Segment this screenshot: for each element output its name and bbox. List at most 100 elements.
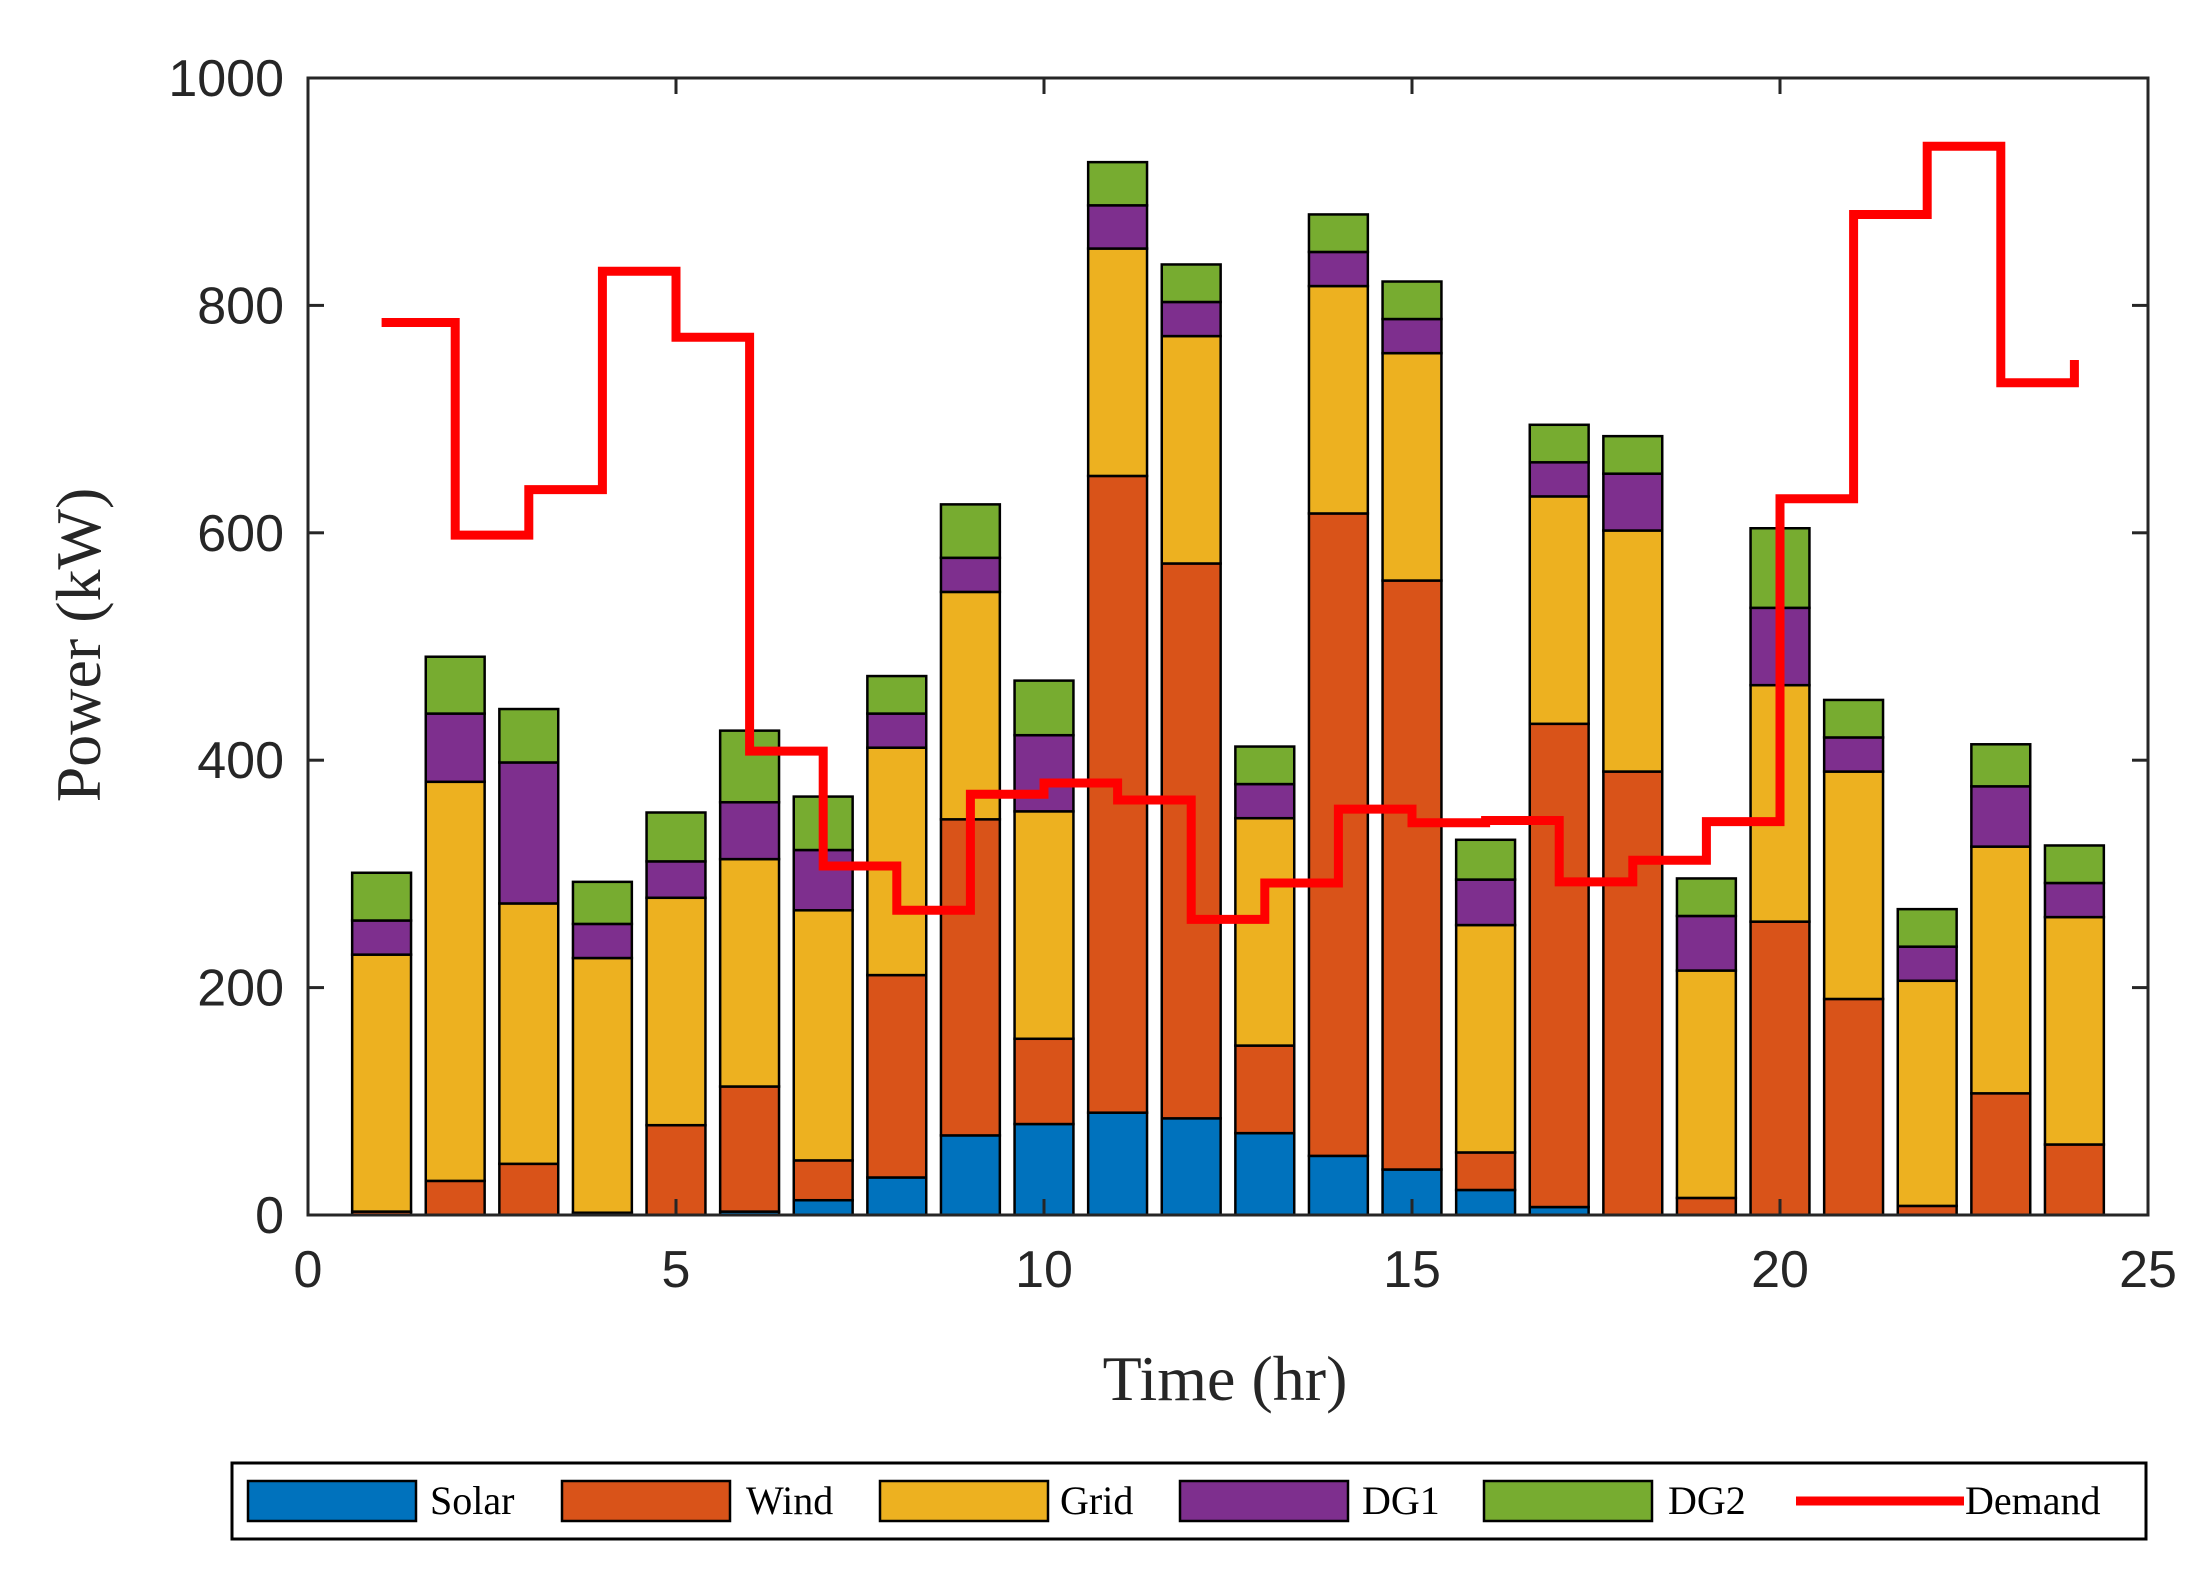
- bar-grid-8: [866, 746, 928, 977]
- bar-dg1-15: [1381, 317, 1443, 355]
- x-tick-label-15: 15: [1383, 1241, 1441, 1299]
- bar-wind-17: [1528, 722, 1590, 1209]
- bar-grid-1: [350, 953, 413, 1213]
- bars-layer: [350, 160, 2106, 1217]
- bar-dg2-22: [1896, 907, 1958, 948]
- bar-dg2-18: [1602, 434, 1664, 475]
- y-tick-label-1000: 1000: [168, 50, 284, 108]
- demand-line: [381, 141, 2079, 924]
- bar-dg1-5: [645, 860, 707, 900]
- bar-grid-23: [1970, 845, 2032, 1095]
- bar-grid-16: [1454, 923, 1517, 1154]
- ticks-layer: 0 5 10 15 20 25 0 200 400 600 800 1000: [168, 50, 2177, 1299]
- bar-dg1-8: [866, 712, 928, 749]
- bar-dg1-22: [1896, 945, 1958, 983]
- bar-wind-8: [866, 973, 928, 1179]
- legend-swatch-grid: [878, 1479, 1050, 1523]
- bar-dg2-12: [1160, 263, 1222, 304]
- bar-grid-4: [571, 956, 634, 1214]
- bar-grid-11: [1086, 247, 1149, 478]
- x-tick-label-20: 20: [1751, 1241, 1809, 1299]
- bar-grid-9: [939, 590, 1002, 821]
- bar-dg2-9: [939, 503, 1002, 560]
- bar-dg2-2: [424, 655, 486, 715]
- bar-dg1-24: [2043, 881, 2106, 919]
- bar-grid-7: [792, 909, 854, 1162]
- bar-solar-14: [1307, 1154, 1370, 1217]
- bar-dg2-11: [1086, 160, 1149, 207]
- legend-swatch-wind: [560, 1479, 732, 1523]
- bar-wind-15: [1381, 579, 1443, 1171]
- bar-grid-5: [645, 896, 707, 1127]
- bar-grid-13: [1234, 816, 1296, 1047]
- x-axis-title: Time (hr): [1103, 1343, 1348, 1414]
- bar-dg2-19: [1675, 877, 1738, 918]
- bar-dg1-2: [424, 712, 486, 784]
- bar-solar-12: [1160, 1117, 1222, 1217]
- bar-dg2-3: [498, 707, 560, 764]
- bar-wind-2: [424, 1179, 486, 1217]
- bar-solar-8: [866, 1176, 928, 1217]
- bar-grid-18: [1602, 529, 1664, 773]
- bar-dg2-8: [866, 674, 928, 715]
- bar-wind-16: [1454, 1151, 1517, 1192]
- bar-dg2-10: [1013, 679, 1075, 737]
- bar-grid-12: [1160, 334, 1222, 565]
- bar-dg1-10: [1013, 733, 1075, 813]
- y-tick-label-400: 400: [197, 732, 284, 790]
- bar-dg1-14: [1307, 250, 1370, 288]
- bar-solar-7: [792, 1198, 854, 1217]
- bar-grid-17: [1528, 495, 1590, 726]
- bar-grid-24: [2043, 915, 2106, 1146]
- bar-dg1-9: [939, 556, 1002, 594]
- y-tick-label-0: 0: [255, 1187, 284, 1245]
- bar-dg2-14: [1307, 213, 1370, 254]
- bar-wind-23: [1970, 1092, 2032, 1217]
- bar-dg2-24: [2043, 844, 2106, 885]
- legend-label-wind: Wind: [746, 1478, 833, 1523]
- bar-dg2-1: [350, 871, 413, 922]
- bar-dg1-1: [350, 919, 413, 956]
- legend-label-dg1: DG1: [1362, 1478, 1440, 1523]
- legend-label-dg2: DG2: [1668, 1478, 1746, 1523]
- x-tick-label-10: 10: [1015, 1241, 1073, 1299]
- legend-swatch-dg1: [1178, 1479, 1350, 1523]
- bar-dg2-23: [1970, 743, 2032, 788]
- axes-layer: [306, 76, 2150, 1217]
- bar-grid-21: [1822, 770, 1885, 1001]
- bar-wind-19: [1675, 1196, 1738, 1217]
- x-tick-label-25: 25: [2119, 1241, 2177, 1299]
- bar-wind-24: [2043, 1143, 2106, 1217]
- bar-grid-15: [1381, 351, 1443, 582]
- legend-label-grid: Grid: [1060, 1478, 1133, 1523]
- bar-dg2-17: [1528, 423, 1590, 464]
- bar-wind-13: [1234, 1044, 1296, 1135]
- bar-dg2-4: [571, 880, 634, 926]
- legend-swatch-solar: [246, 1479, 418, 1523]
- bar-wind-20: [1749, 920, 1811, 1217]
- bar-solar-11: [1086, 1111, 1149, 1217]
- bar-solar-13: [1234, 1131, 1296, 1217]
- bar-dg1-12: [1160, 300, 1222, 338]
- bar-dg2-16: [1454, 838, 1517, 881]
- bar-dg1-13: [1234, 782, 1296, 820]
- bar-wind-21: [1822, 997, 1885, 1217]
- bar-wind-7: [792, 1159, 854, 1202]
- bar-dg2-13: [1234, 745, 1296, 786]
- bar-dg2-21: [1822, 698, 1885, 739]
- bar-dg2-15: [1381, 280, 1443, 321]
- legend-label-demand: Demand: [1965, 1478, 2101, 1523]
- bar-dg1-6: [718, 801, 781, 861]
- bar-dg1-19: [1675, 914, 1738, 972]
- bar-dg1-17: [1528, 461, 1590, 498]
- bar-dg1-23: [1970, 785, 2032, 848]
- x-tick-label-0: 0: [294, 1241, 323, 1299]
- plot-frame: [306, 76, 2150, 1217]
- legend-label-solar: Solar: [430, 1478, 514, 1523]
- bar-dg1-21: [1822, 736, 1885, 773]
- bar-dg1-3: [498, 761, 560, 905]
- bar-grid-10: [1013, 810, 1075, 1041]
- bar-wind-3: [498, 1162, 560, 1217]
- bar-grid-6: [718, 857, 781, 1088]
